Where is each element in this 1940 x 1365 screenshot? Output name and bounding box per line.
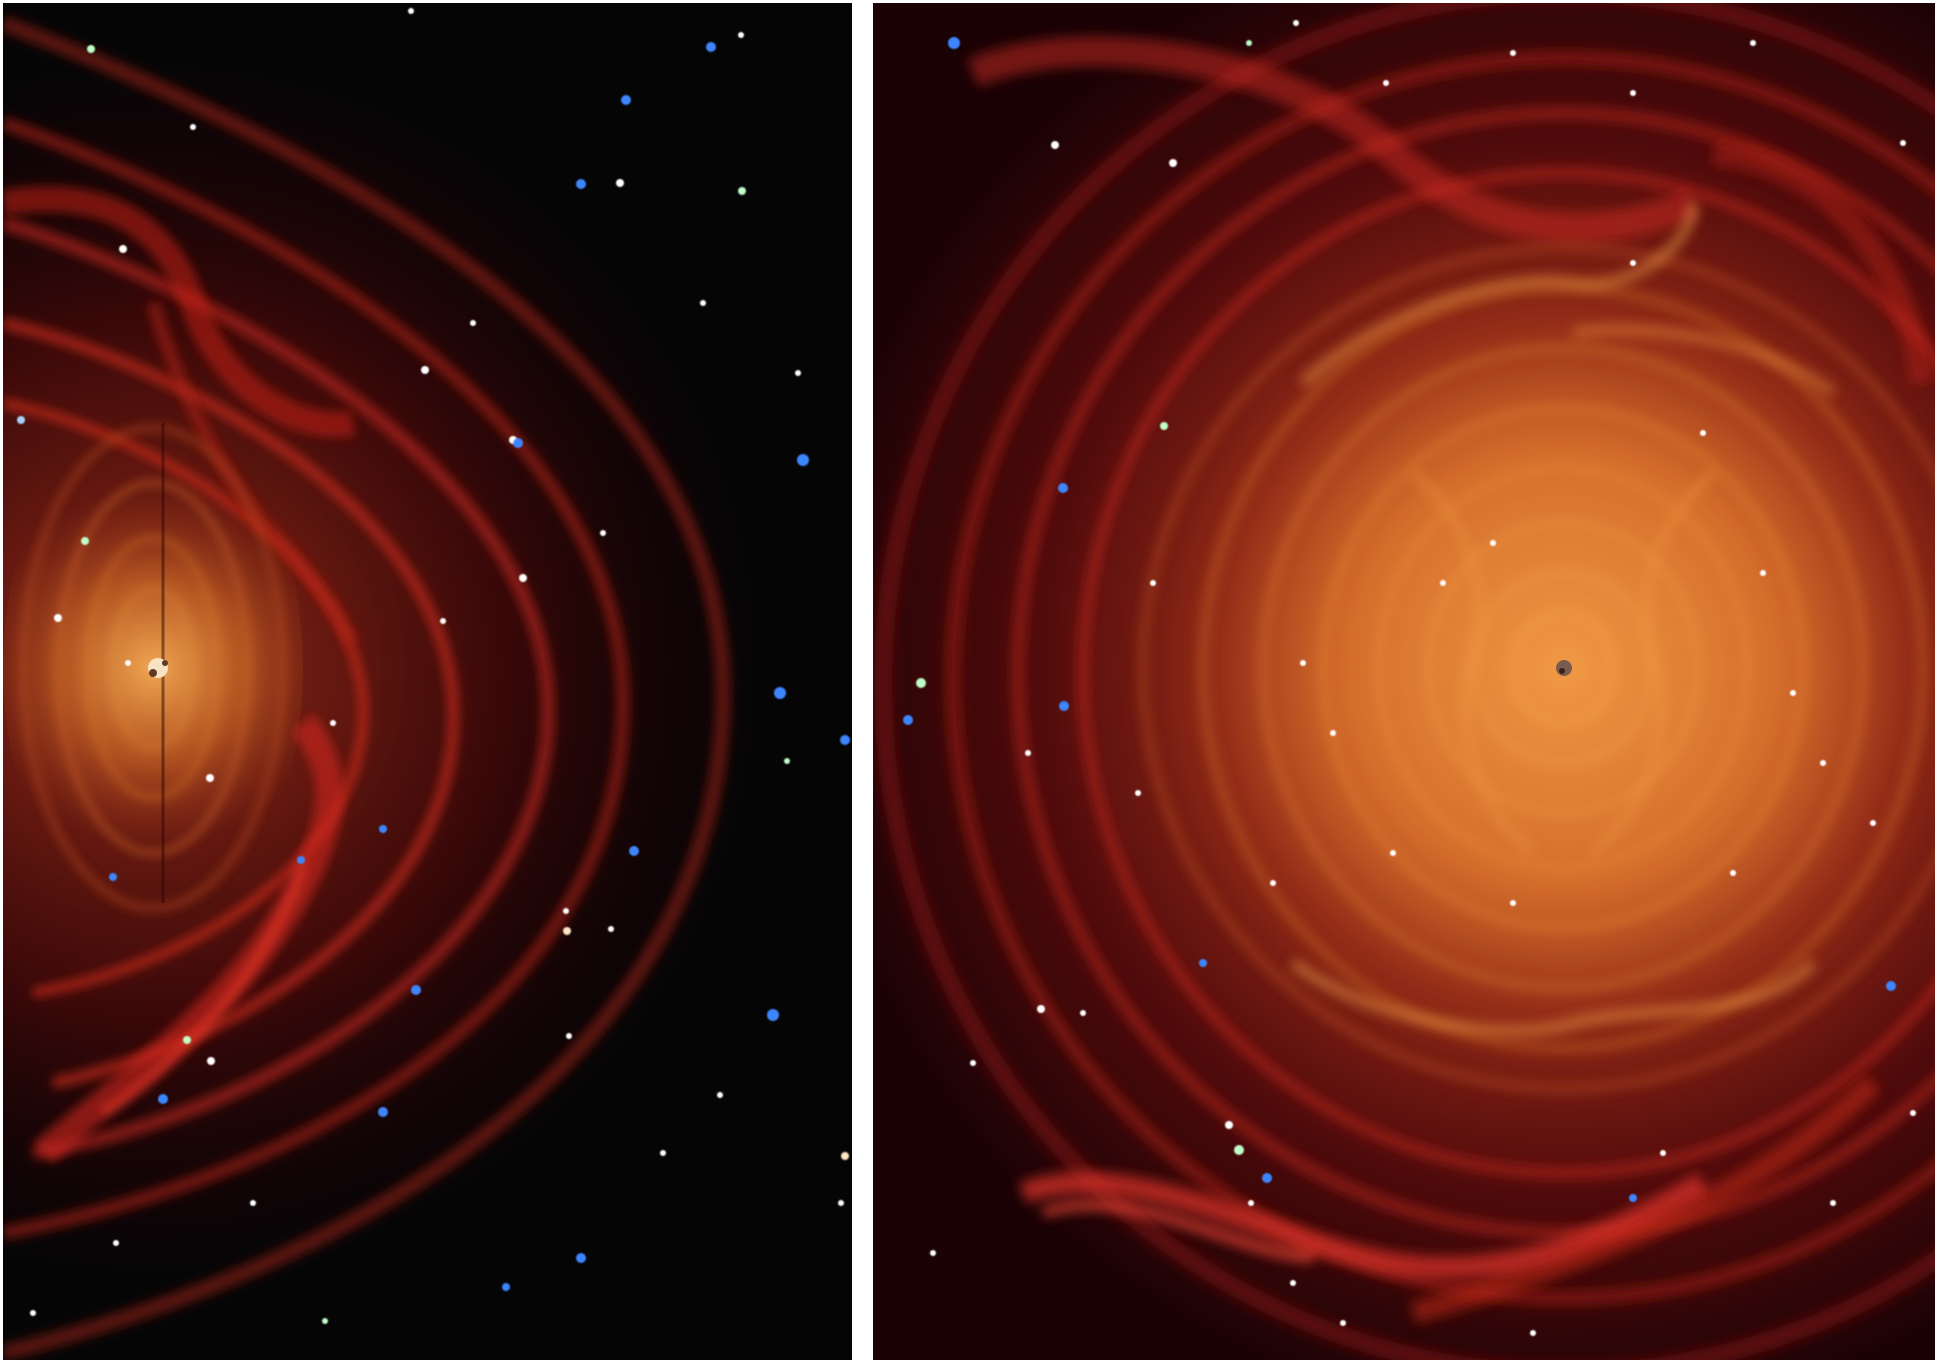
star-field [17, 8, 850, 1324]
star-field [903, 20, 1916, 1336]
gravitational-wave-ripples-icon [873, 3, 1935, 1360]
right-panel [873, 3, 1935, 1360]
black-hole-pair [1556, 660, 1572, 676]
gravitational-wave-ripples-icon [3, 3, 852, 1360]
left-panel [3, 3, 852, 1360]
